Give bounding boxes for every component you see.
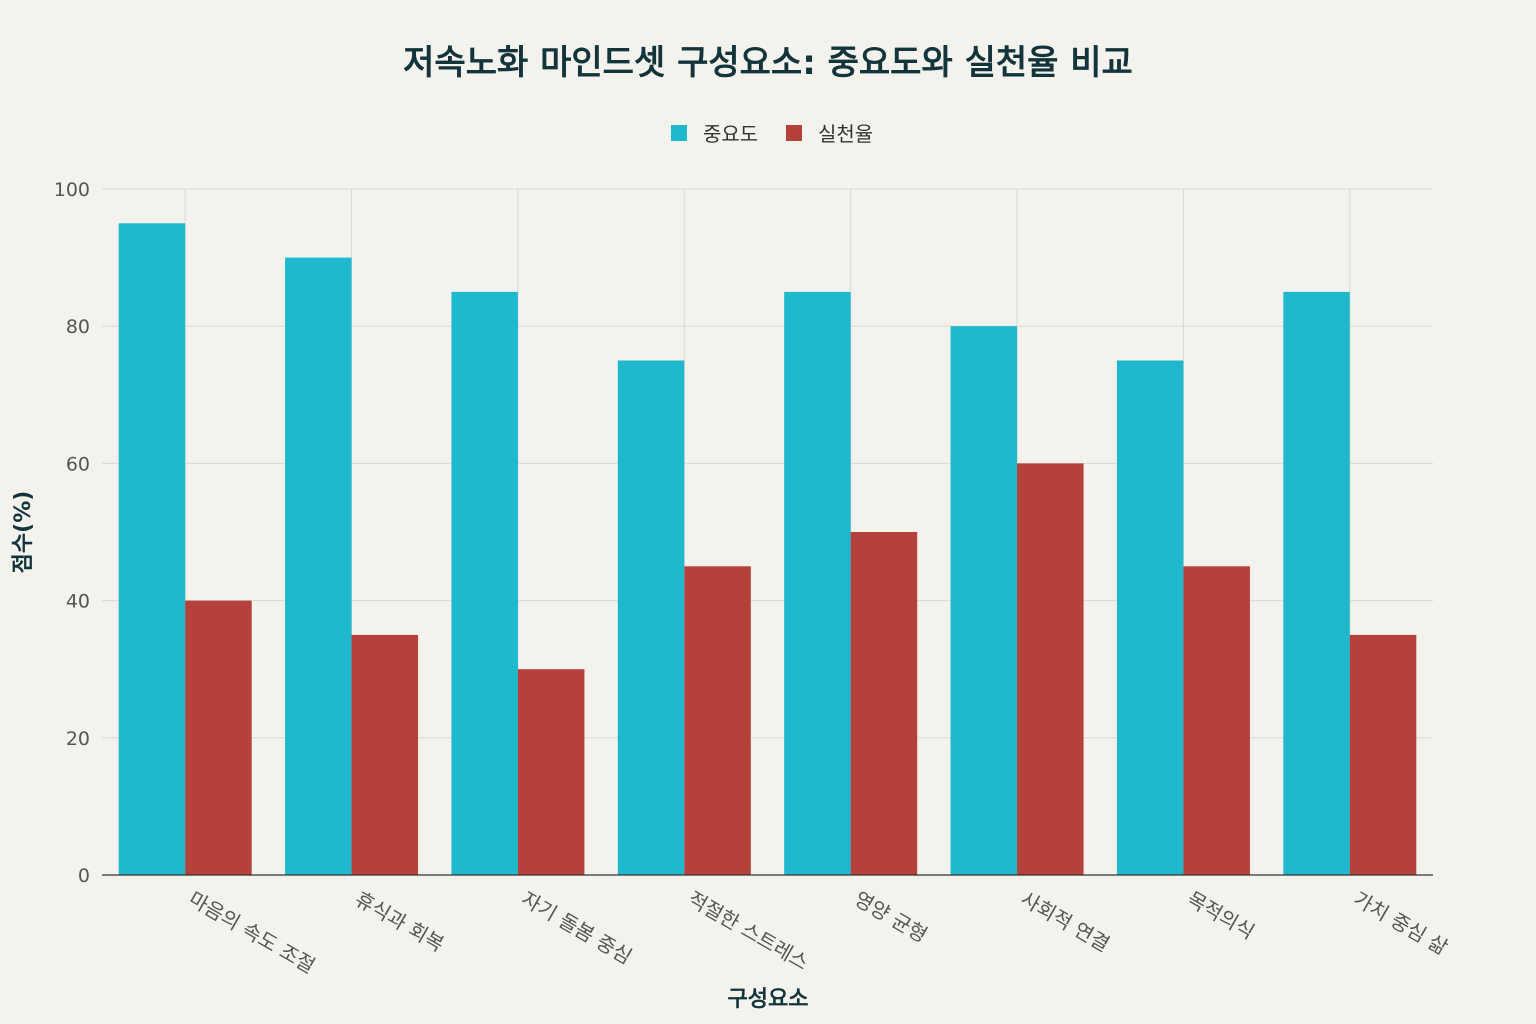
bar-practice-4 [850,532,918,875]
bar-importance-7 [1283,291,1350,875]
chart-title: 저속노화 마인드셋 구성요소: 중요도와 실천율 비교 [403,43,1133,83]
x-tick-label: 가치 중심 삶 [1349,887,1452,960]
y-tick-label: 80 [66,316,90,338]
bars [118,223,1417,876]
y-axis-ticks: 0 20 40 60 80 100 [54,179,90,887]
legend-label-importance: 중요도 [703,122,758,146]
bar-practice-2 [517,669,585,875]
x-tick-label: 목적의식 [1183,887,1259,945]
legend-swatch-importance [671,125,687,141]
y-axis-title: 점수(%) [11,491,36,574]
bar-importance-2 [451,291,518,875]
x-tick-label: 영양 균형 [850,887,931,948]
bar-importance-1 [285,257,352,876]
y-tick-label: 100 [54,179,90,201]
legend-label-practice: 실천율 [818,122,873,146]
bar-importance-4 [784,291,851,875]
legend: 중요도 실천율 [671,122,873,146]
bar-practice-6 [1183,566,1250,875]
bar-importance-5 [950,326,1018,875]
y-tick-label: 20 [66,728,90,750]
x-axis-title: 구성요소 [728,987,809,1012]
x-tick-label: 휴식과 회복 [351,887,448,957]
bar-practice-1 [351,634,419,875]
bar-importance-3 [617,360,685,875]
x-tick-label: 사회적 연결 [1017,887,1114,957]
x-tick-label: 자기 돌봄 중심 [517,887,636,969]
x-tick-label: 적절한 스트레스 [684,887,813,975]
bar-practice-5 [1017,463,1084,875]
bar-practice-7 [1349,634,1417,875]
legend-swatch-practice [786,125,802,141]
bar-practice-0 [185,600,252,875]
bar-importance-6 [1116,360,1184,875]
y-tick-label: 60 [66,453,90,475]
y-tick-label: 0 [78,865,90,887]
x-tick-label: 마음의 속도 조절 [185,887,320,979]
x-axis-ticks: 마음의 속도 조절 휴식과 회복 자기 돌봄 중심 적절한 스트레스 영양 균형 사회적 … [185,887,1452,979]
y-tick-label: 40 [66,591,90,613]
bar-practice-3 [684,566,751,875]
bar-importance-0 [118,223,186,876]
